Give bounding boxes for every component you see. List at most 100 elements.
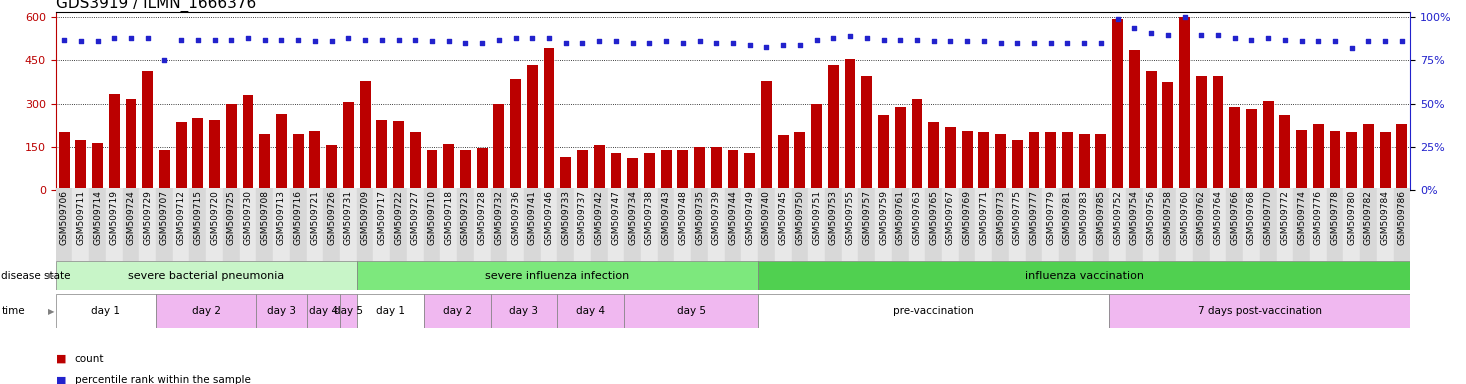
- Text: GSM509753: GSM509753: [828, 190, 839, 245]
- Bar: [474, 188, 491, 261]
- Bar: [1160, 188, 1176, 261]
- Bar: [393, 121, 405, 190]
- Bar: [89, 188, 106, 261]
- Text: GSM509746: GSM509746: [544, 190, 554, 245]
- Point: [286, 36, 309, 43]
- Text: day 3: day 3: [267, 306, 296, 316]
- Text: GSM509778: GSM509778: [1331, 190, 1340, 245]
- Bar: [925, 188, 943, 261]
- Bar: [309, 131, 321, 190]
- Bar: [625, 188, 641, 261]
- Text: GSM509723: GSM509723: [460, 190, 471, 245]
- Text: pre-vaccination: pre-vaccination: [893, 306, 973, 316]
- Bar: [457, 188, 474, 261]
- Bar: [724, 188, 742, 261]
- Text: GSM509751: GSM509751: [812, 190, 821, 245]
- Text: GSM509770: GSM509770: [1264, 190, 1272, 245]
- Bar: [192, 118, 204, 190]
- Bar: [242, 95, 254, 190]
- Bar: [727, 150, 739, 190]
- Text: count: count: [75, 354, 104, 364]
- Point: [888, 36, 912, 43]
- Point: [638, 40, 661, 46]
- Text: ■: ■: [56, 354, 66, 364]
- Text: GSM509760: GSM509760: [1180, 190, 1189, 245]
- Bar: [894, 107, 906, 190]
- Text: GSM509747: GSM509747: [611, 190, 620, 245]
- Text: GSM509781: GSM509781: [1063, 190, 1072, 245]
- Text: day 4: day 4: [576, 306, 605, 316]
- Bar: [56, 294, 155, 328]
- Text: GSM509743: GSM509743: [661, 190, 670, 245]
- Point: [1324, 38, 1347, 45]
- Text: GSM509711: GSM509711: [76, 190, 85, 245]
- Point: [839, 33, 862, 39]
- Point: [1356, 38, 1380, 45]
- Text: GDS3919 / ILMN_1666376: GDS3919 / ILMN_1666376: [56, 0, 257, 12]
- Bar: [491, 294, 557, 328]
- Bar: [226, 104, 236, 190]
- Bar: [523, 188, 541, 261]
- Text: percentile rank within the sample: percentile rank within the sample: [75, 375, 251, 384]
- Bar: [1029, 132, 1039, 190]
- Text: GSM509780: GSM509780: [1347, 190, 1356, 245]
- Bar: [658, 188, 674, 261]
- Bar: [758, 294, 1110, 328]
- Text: GSM509722: GSM509722: [394, 190, 403, 245]
- Text: GSM509733: GSM509733: [561, 190, 570, 245]
- Bar: [75, 140, 86, 190]
- Point: [453, 40, 476, 46]
- Text: GSM509720: GSM509720: [210, 190, 218, 245]
- Bar: [293, 134, 303, 190]
- Bar: [356, 294, 424, 328]
- Point: [821, 35, 844, 41]
- Bar: [776, 188, 792, 261]
- Point: [1006, 40, 1029, 46]
- Text: GSM509727: GSM509727: [410, 190, 419, 245]
- Bar: [1360, 188, 1377, 261]
- Text: GSM509752: GSM509752: [1113, 190, 1121, 245]
- Point: [1173, 14, 1196, 20]
- Text: GSM509750: GSM509750: [796, 190, 805, 245]
- Bar: [155, 294, 257, 328]
- Text: GSM509755: GSM509755: [846, 190, 855, 245]
- Bar: [1346, 132, 1358, 190]
- Bar: [825, 188, 841, 261]
- Text: GSM509737: GSM509737: [578, 190, 586, 245]
- Point: [320, 38, 343, 45]
- Bar: [1058, 188, 1076, 261]
- Text: GSM509767: GSM509767: [946, 190, 954, 245]
- Text: GSM509763: GSM509763: [912, 190, 922, 245]
- Bar: [155, 188, 173, 261]
- Point: [520, 35, 544, 41]
- Bar: [909, 188, 925, 261]
- Point: [1123, 25, 1146, 31]
- Bar: [1293, 188, 1311, 261]
- Point: [504, 35, 528, 41]
- Bar: [189, 188, 207, 261]
- Bar: [792, 188, 808, 261]
- Text: GSM509774: GSM509774: [1297, 190, 1306, 245]
- Text: GSM509777: GSM509777: [1029, 190, 1038, 245]
- Point: [872, 36, 896, 43]
- Text: GSM509742: GSM509742: [595, 190, 604, 245]
- Bar: [1042, 188, 1058, 261]
- Text: day 2: day 2: [192, 306, 221, 316]
- Point: [1157, 31, 1180, 38]
- Point: [622, 40, 645, 46]
- Bar: [377, 119, 387, 190]
- Bar: [494, 104, 504, 190]
- Bar: [276, 114, 287, 190]
- Text: GSM509748: GSM509748: [679, 190, 688, 245]
- Point: [570, 40, 594, 46]
- Bar: [1246, 109, 1256, 190]
- Bar: [440, 188, 457, 261]
- Point: [103, 35, 126, 41]
- Bar: [1145, 71, 1157, 190]
- Bar: [340, 294, 356, 328]
- Point: [972, 38, 995, 45]
- Bar: [912, 99, 922, 190]
- Bar: [356, 188, 374, 261]
- Text: GSM509714: GSM509714: [92, 190, 103, 245]
- Point: [1207, 31, 1230, 38]
